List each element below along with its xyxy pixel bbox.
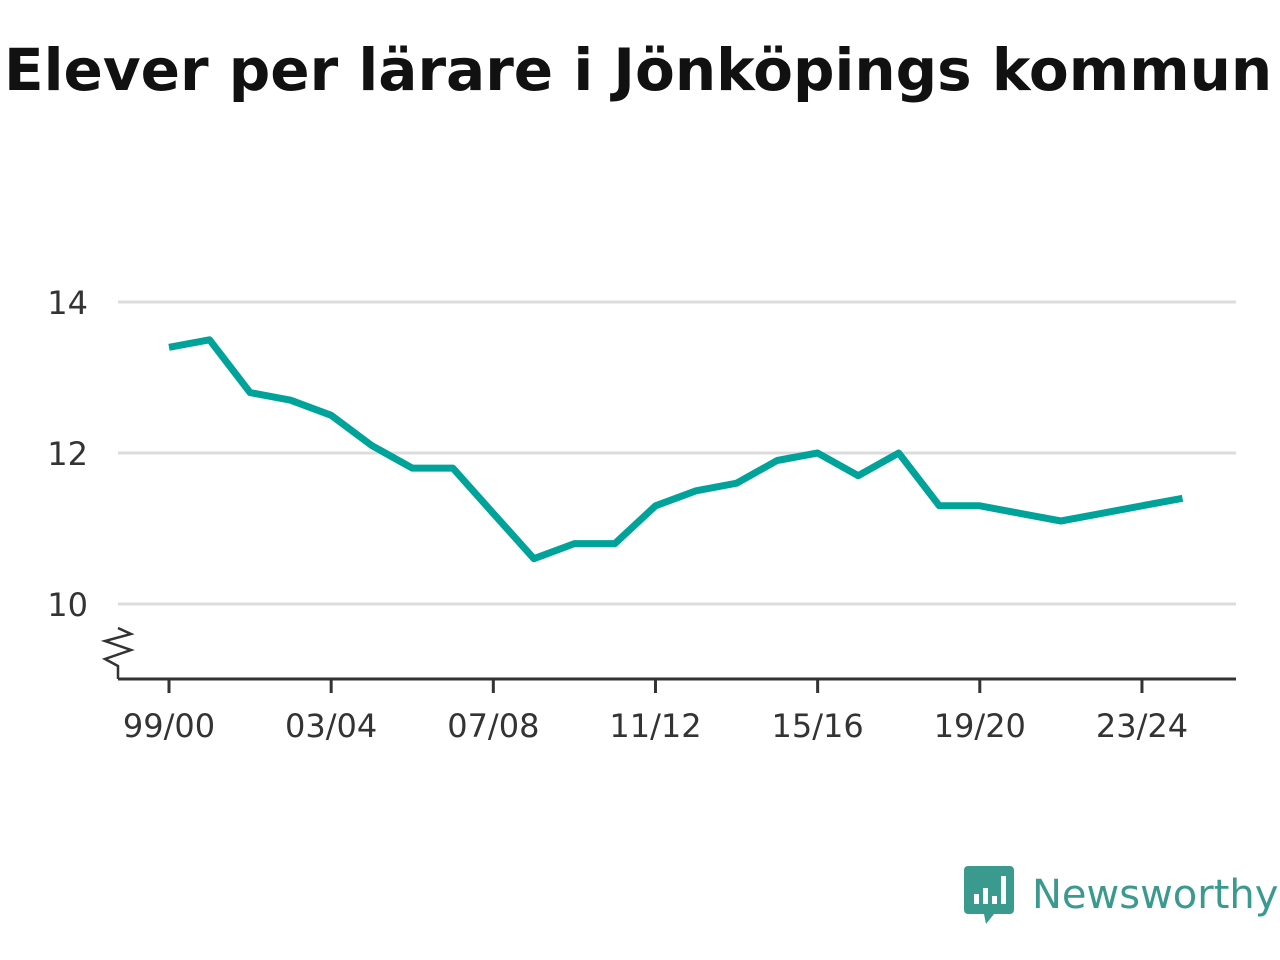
x-tick-label: 11/12 [609, 707, 701, 745]
x-tick-label: 99/00 [123, 707, 215, 745]
x-axis: 99/00 03/04 07/08 11/12 15/16 19/20 23/24 [100, 626, 1236, 745]
x-tick-label: 19/20 [934, 707, 1026, 745]
brand-name: Newsworthy [1032, 872, 1279, 918]
x-tick-label: 23/24 [1096, 707, 1188, 745]
y-axis-tick-labels: 10 12 14 [47, 284, 88, 624]
x-tick-label: 15/16 [772, 707, 864, 745]
series-layer [168, 336, 1184, 563]
x-tick-label: 03/04 [285, 707, 377, 745]
series-line [168, 336, 1184, 563]
newsworthy-logo-icon [964, 866, 1014, 924]
brand-logo: Newsworthy [964, 866, 1278, 924]
y-tick-label: 12 [47, 435, 88, 473]
chart-title: Elever per lärare i Jönköpings kommun [4, 36, 1273, 104]
y-tick-label: 14 [47, 284, 88, 322]
y-tick-label: 10 [47, 586, 88, 624]
gridlines [118, 300, 1236, 606]
y-axis-break-mark [100, 626, 135, 679]
x-tick-label: 07/08 [447, 707, 539, 745]
